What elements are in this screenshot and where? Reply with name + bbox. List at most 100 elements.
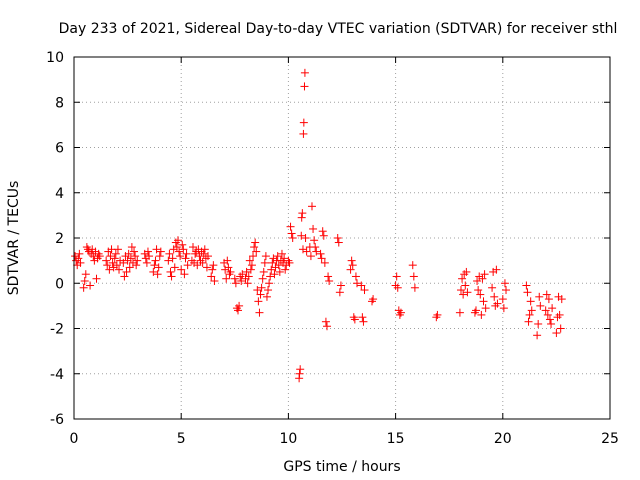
data-point (479, 297, 488, 306)
data-point (312, 247, 321, 256)
data-point (249, 252, 258, 261)
data-point (459, 290, 468, 299)
data-point (223, 256, 232, 265)
data-point (392, 272, 401, 281)
data-point (182, 249, 191, 258)
data-point (301, 234, 310, 242)
data-point (274, 261, 283, 270)
data-point (493, 299, 502, 308)
data-point (347, 256, 356, 265)
data-point (299, 118, 308, 127)
data-point (474, 286, 483, 295)
data-point (310, 236, 319, 245)
data-point (195, 252, 204, 261)
data-point (176, 252, 185, 261)
data-point (156, 247, 165, 256)
data-point (198, 258, 207, 267)
data-points (71, 68, 566, 383)
data-point (297, 213, 306, 222)
data-point (526, 297, 535, 306)
data-point (488, 283, 497, 292)
data-point (317, 254, 326, 263)
data-point (456, 286, 465, 295)
x-tick-label: 0 (70, 431, 79, 447)
data-point (527, 306, 536, 315)
data-point (204, 252, 212, 261)
data-point (86, 281, 95, 290)
data-point (232, 304, 241, 313)
data-point (349, 313, 358, 322)
data-point (547, 319, 556, 328)
data-point (181, 254, 190, 263)
data-point (222, 274, 231, 283)
data-point (545, 315, 554, 324)
data-point (542, 290, 551, 299)
data-point (254, 297, 263, 306)
data-point (130, 247, 139, 256)
y-tick-label: -2 (50, 322, 64, 338)
data-point (273, 252, 282, 261)
data-point (267, 265, 276, 274)
data-point (199, 249, 208, 258)
y-tick-label: 2 (55, 231, 64, 247)
data-point (168, 254, 177, 263)
data-point (92, 274, 101, 283)
data-point (264, 286, 273, 295)
data-point (200, 245, 209, 254)
data-point (335, 288, 344, 297)
data-point (266, 272, 275, 281)
data-point (124, 249, 133, 258)
data-point (368, 297, 377, 306)
data-point (287, 229, 296, 238)
data-point (393, 283, 402, 292)
data-point (258, 274, 267, 283)
data-point (260, 258, 269, 267)
data-point (460, 270, 469, 279)
data-point (281, 265, 290, 274)
data-point (235, 301, 244, 310)
data-point (110, 254, 119, 263)
data-point (410, 283, 419, 292)
data-point (234, 306, 243, 315)
data-point (324, 272, 333, 281)
y-tick-label: -4 (50, 367, 64, 383)
data-point (325, 276, 334, 285)
data-point (318, 227, 327, 236)
data-point (288, 234, 297, 242)
data-point (245, 256, 254, 265)
data-point (461, 281, 470, 290)
data-point (172, 243, 181, 252)
y-tick-label: -6 (50, 412, 64, 428)
data-point (237, 276, 246, 285)
data-point (498, 295, 507, 304)
x-tick-label: 25 (601, 431, 619, 447)
data-point (369, 295, 378, 304)
data-point (265, 279, 274, 288)
data-point (108, 258, 117, 267)
data-point (74, 254, 83, 263)
data-point (350, 315, 359, 324)
data-point (311, 243, 320, 252)
data-point (250, 243, 259, 252)
data-point (193, 261, 202, 270)
data-point (286, 222, 295, 231)
data-point (491, 301, 500, 310)
x-tick-label: 5 (177, 431, 186, 447)
data-point (523, 288, 532, 297)
data-point (155, 252, 164, 261)
data-point (548, 304, 557, 313)
data-point (298, 209, 307, 218)
data-point (408, 261, 417, 270)
data-point (236, 272, 245, 281)
data-point (150, 261, 159, 270)
data-point (502, 286, 511, 295)
data-point (295, 369, 304, 378)
data-point (132, 261, 141, 270)
data-point (321, 317, 330, 326)
data-point (173, 236, 182, 245)
data-point (299, 129, 308, 138)
data-point (275, 267, 284, 276)
data-point (470, 308, 479, 317)
axis-ticks: 0 5 10 15 20 25 -6 -4 -2 0 2 4 6 8 10 (46, 50, 619, 447)
